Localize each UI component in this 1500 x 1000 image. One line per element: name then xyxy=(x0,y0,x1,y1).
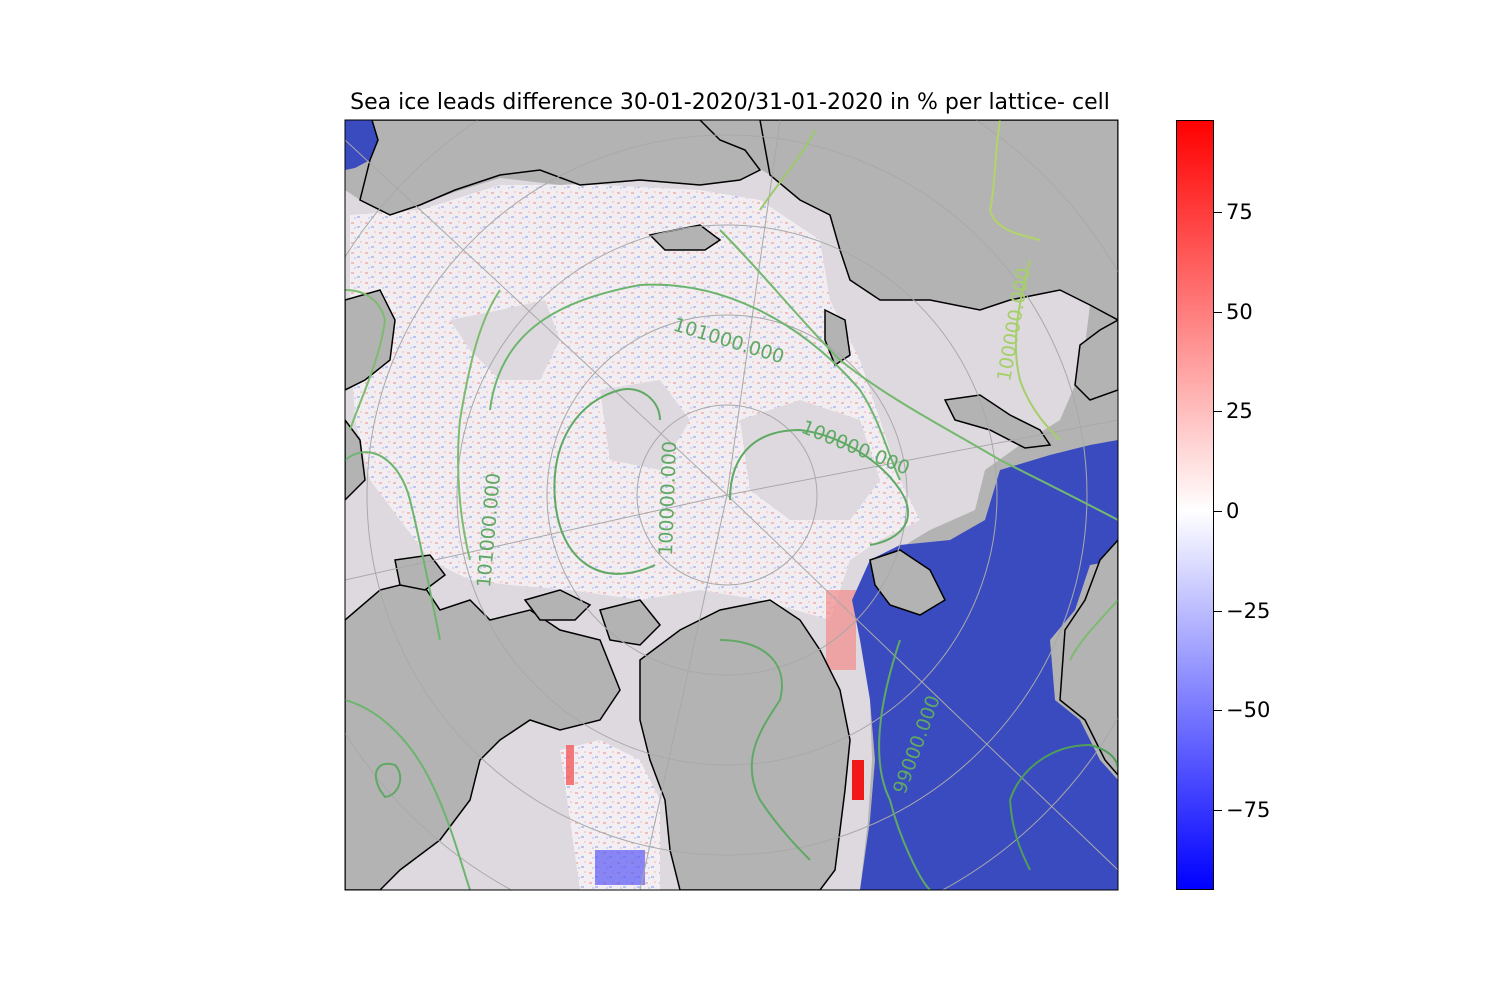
canadian-archipelago xyxy=(345,579,621,890)
canadian-island xyxy=(523,589,592,621)
open-ocean-barents xyxy=(852,440,1118,890)
colorbar-tick-label: 0 xyxy=(1226,498,1240,523)
colorbar-tick-label: 25 xyxy=(1226,399,1253,424)
novaya-zemlya xyxy=(943,394,1052,449)
sea-ice-patch xyxy=(600,380,690,470)
wrangel-island xyxy=(648,224,722,251)
positive-lead-streak xyxy=(852,760,864,800)
colorbar-tick-label: −50 xyxy=(1226,698,1271,723)
chukotka-land xyxy=(359,120,762,216)
map-frame xyxy=(344,119,1119,891)
canadian-island xyxy=(394,554,447,591)
colorbar-tick xyxy=(1214,211,1222,213)
colorbar-tick xyxy=(1214,510,1222,512)
colorbar-tick-label: −75 xyxy=(1226,798,1271,823)
positive-lead-streak xyxy=(566,745,574,785)
colorbar-tick xyxy=(1214,810,1222,812)
colorbar-tick xyxy=(1214,311,1222,313)
alaska-land-lower xyxy=(345,418,366,502)
colorbar-tick-label: −25 xyxy=(1226,598,1271,623)
franz-josef-island xyxy=(869,549,946,616)
colorbar-tick xyxy=(1214,610,1222,612)
open-ocean-bering xyxy=(345,120,378,170)
taymyr-land xyxy=(1074,319,1118,401)
colorbar-tick-label: 50 xyxy=(1226,299,1253,324)
colorbar-tick xyxy=(1214,710,1222,712)
canadian-island xyxy=(599,599,662,646)
sea-ice-patch xyxy=(450,300,560,380)
positive-lead-streak xyxy=(826,590,856,670)
scandinavia-land xyxy=(1059,538,1118,777)
pressure-contours xyxy=(345,120,1118,890)
colorbar-tick-label: 75 xyxy=(1226,199,1253,224)
contour-label: 100000.000 xyxy=(655,441,681,557)
greenland xyxy=(639,599,851,890)
map-title: Sea ice leads difference 30-01-2020/31-0… xyxy=(350,90,1110,115)
colorbar-tick xyxy=(1214,411,1222,413)
colorbar xyxy=(1176,120,1214,890)
negative-lead-patch xyxy=(595,850,645,885)
